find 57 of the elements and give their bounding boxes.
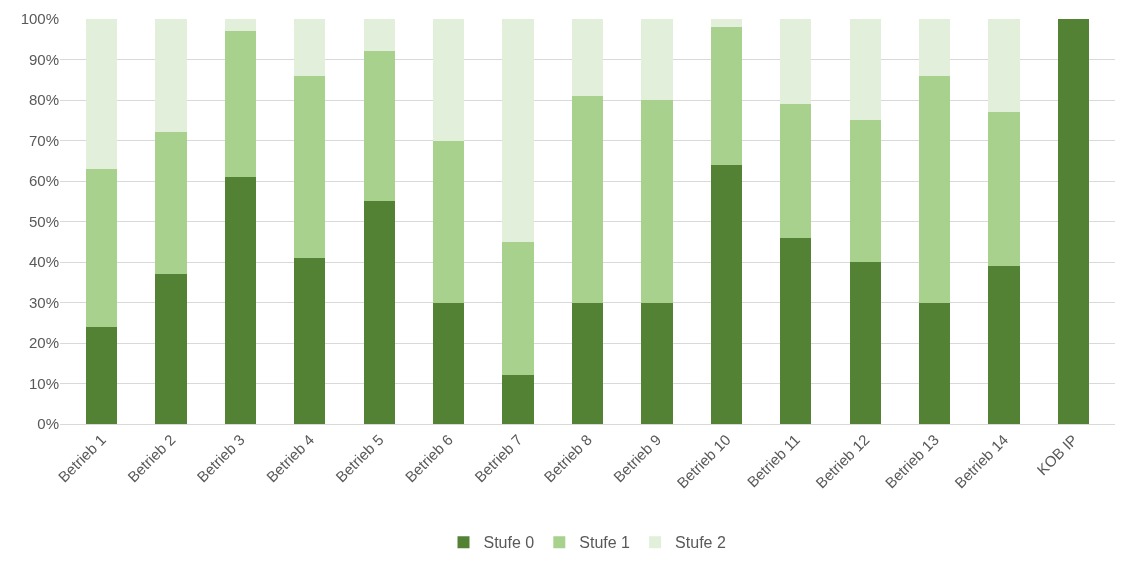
bar bbox=[849, 19, 881, 121]
y-tick-label: 0% bbox=[37, 415, 59, 433]
bar bbox=[641, 100, 673, 303]
bar bbox=[224, 176, 257, 424]
y-tick-label: 100% bbox=[20, 10, 59, 28]
y-tick-label: 40% bbox=[28, 253, 59, 271]
bar bbox=[86, 168, 118, 327]
bar bbox=[849, 262, 881, 424]
bar bbox=[1057, 19, 1089, 424]
bar bbox=[224, 31, 257, 177]
legend-label: Stufe 0 bbox=[483, 534, 535, 552]
y-tick-label: 30% bbox=[28, 293, 59, 311]
bar bbox=[571, 302, 604, 424]
bar bbox=[433, 140, 465, 303]
bar bbox=[571, 95, 604, 303]
bar bbox=[988, 19, 1020, 113]
bar bbox=[710, 27, 742, 165]
bar bbox=[918, 19, 951, 76]
bar bbox=[294, 75, 326, 258]
legend-label: Stufe 1 bbox=[579, 534, 631, 552]
bar bbox=[641, 302, 673, 424]
bar bbox=[780, 237, 812, 424]
y-tick-label: 70% bbox=[28, 131, 59, 149]
bar bbox=[155, 274, 187, 424]
bar bbox=[86, 19, 118, 169]
y-tick-label: 50% bbox=[28, 212, 59, 230]
bar bbox=[86, 326, 118, 424]
bar bbox=[294, 19, 326, 76]
bar bbox=[571, 19, 604, 96]
bar bbox=[502, 19, 534, 242]
bar bbox=[988, 266, 1020, 424]
bar bbox=[502, 241, 534, 376]
bar bbox=[363, 201, 395, 424]
y-tick-label: 90% bbox=[28, 50, 59, 68]
bar bbox=[433, 19, 465, 141]
y-tick-label: 10% bbox=[28, 374, 59, 392]
legend-label: Stufe 2 bbox=[675, 534, 726, 552]
bar bbox=[710, 164, 742, 424]
bar bbox=[294, 257, 326, 424]
bar bbox=[363, 51, 395, 202]
bar bbox=[641, 19, 673, 100]
bar bbox=[433, 302, 465, 424]
bar bbox=[710, 19, 742, 28]
bar bbox=[849, 120, 881, 262]
bar bbox=[918, 75, 951, 303]
bar bbox=[363, 19, 395, 52]
bar bbox=[918, 302, 951, 424]
bar bbox=[780, 104, 812, 238]
bar bbox=[780, 19, 812, 105]
y-tick-label: 20% bbox=[28, 334, 59, 352]
bar bbox=[155, 132, 187, 275]
bar bbox=[224, 19, 257, 32]
y-tick-label: 60% bbox=[28, 172, 59, 190]
bar bbox=[155, 19, 187, 133]
bar bbox=[988, 112, 1020, 267]
y-tick-label: 80% bbox=[28, 91, 59, 109]
bar bbox=[502, 375, 534, 424]
